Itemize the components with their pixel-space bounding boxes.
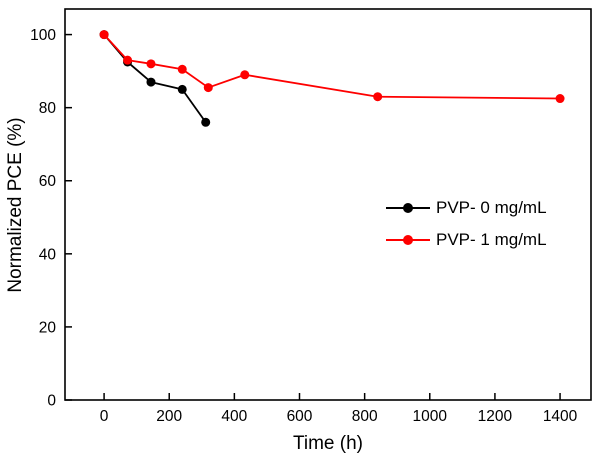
data-point-series-1 [373, 92, 383, 102]
x-tick-label: 1000 [413, 408, 448, 425]
legend: PVP- 0 mg/mL PVP- 1 mg/mL [386, 192, 547, 256]
data-point-series-1 [99, 30, 109, 40]
legend-marker-black [403, 203, 413, 213]
legend-label-pvp-0: PVP- 0 mg/mL [436, 198, 547, 217]
x-axis-label: Time (h) [292, 433, 364, 454]
data-point-series-1 [240, 70, 250, 80]
x-tick-label: 400 [221, 408, 247, 425]
y-tick-label: 60 [39, 173, 57, 190]
data-point-series-1 [555, 94, 565, 104]
data-point-series-0 [146, 77, 156, 87]
y-tick-label: 20 [39, 319, 57, 336]
x-tick-label: 200 [156, 408, 182, 425]
y-tick-label: 100 [30, 27, 56, 44]
legend-entry-pvp-1: PVP- 1 mg/mL [386, 224, 547, 256]
series-line-0 [103, 33, 207, 123]
series-line-1 [103, 33, 561, 100]
x-tick-label: 600 [287, 408, 313, 425]
legend-label-pvp-1: PVP- 1 mg/mL [436, 230, 547, 249]
x-tick-label: 800 [352, 408, 378, 425]
y-tick-label: 40 [39, 246, 57, 263]
y-tick-label: 0 [47, 393, 56, 410]
plot-frame [64, 8, 592, 401]
data-point-series-1 [177, 64, 187, 74]
x-tick-label: 1200 [478, 408, 513, 425]
legend-entry-pvp-0: PVP- 0 mg/mL [386, 192, 547, 224]
data-point-series-1 [123, 55, 133, 65]
legend-marker-red [403, 235, 413, 245]
legend-line-sample-red [386, 235, 430, 245]
x-tick-label: 1400 [543, 408, 578, 425]
x-tick-label: 0 [100, 408, 109, 425]
data-point-series-1 [146, 59, 156, 69]
y-axis-label: Normalized PCE (%) [5, 117, 26, 293]
y-tick-label: 80 [39, 100, 57, 117]
data-point-series-0 [177, 84, 187, 94]
data-point-series-1 [203, 83, 213, 93]
legend-line-sample-black [386, 203, 430, 213]
data-point-series-0 [201, 117, 211, 127]
